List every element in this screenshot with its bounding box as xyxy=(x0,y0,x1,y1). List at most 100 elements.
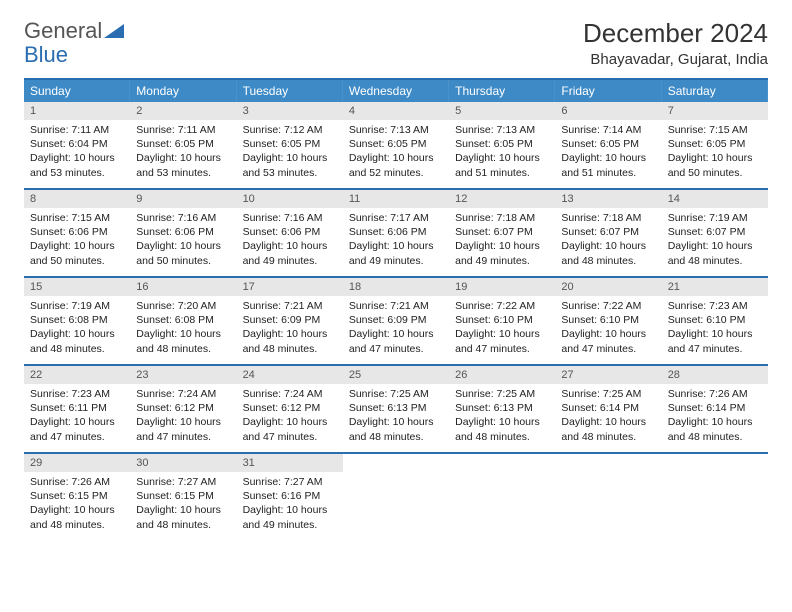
week-row: 1 Sunrise: 7:11 AM Sunset: 6:04 PM Daylight… xyxy=(24,102,768,190)
day-body: Sunrise: 7:23 AMSunset: 6:11 PMDaylight:… xyxy=(24,384,130,450)
day-number: 13 xyxy=(555,190,661,208)
sunrise-text: Sunrise: 7:25 AM xyxy=(455,387,549,401)
day-cell: 19Sunrise: 7:22 AMSunset: 6:10 PMDayligh… xyxy=(449,278,555,364)
sunset-text: Sunset: 6:05 PM xyxy=(668,137,762,151)
daylight-text: Daylight: 10 hours and 48 minutes. xyxy=(30,327,124,355)
day-number: 22 xyxy=(24,366,130,384)
day-body: Sunrise: 7:14 AMSunset: 6:05 PMDaylight:… xyxy=(555,120,661,186)
daylight-text: Daylight: 10 hours and 48 minutes. xyxy=(243,327,337,355)
daylight-text: Daylight: 10 hours and 48 minutes. xyxy=(30,503,124,531)
day-number: 21 xyxy=(662,278,768,296)
sunrise-text: Sunrise: 7:18 AM xyxy=(561,211,655,225)
sunset-text: Sunset: 6:16 PM xyxy=(243,489,337,503)
sunset-text: Sunset: 6:04 PM xyxy=(30,137,124,151)
sunset-text: Sunset: 6:05 PM xyxy=(455,137,549,151)
daylight-text: Daylight: 10 hours and 50 minutes. xyxy=(136,239,230,267)
day-cell xyxy=(555,454,661,540)
sunset-text: Sunset: 6:12 PM xyxy=(243,401,337,415)
daylight-text: Daylight: 10 hours and 48 minutes. xyxy=(349,415,443,443)
sunrise-text: Sunrise: 7:23 AM xyxy=(668,299,762,313)
sunset-text: Sunset: 6:10 PM xyxy=(668,313,762,327)
day-body: Sunrise: 7:23 AMSunset: 6:10 PMDaylight:… xyxy=(662,296,768,362)
daylight-text: Daylight: 10 hours and 47 minutes. xyxy=(561,327,655,355)
day-header: Monday xyxy=(130,80,236,102)
logo: General xyxy=(24,18,126,44)
day-header: Saturday xyxy=(662,80,768,102)
day-cell: 3Sunrise: 7:12 AMSunset: 6:05 PMDaylight… xyxy=(237,102,343,188)
logo-sail-icon xyxy=(104,22,126,40)
sunrise-text: Sunrise: 7:16 AM xyxy=(136,211,230,225)
day-cell: 25Sunrise: 7:25 AMSunset: 6:13 PMDayligh… xyxy=(343,366,449,452)
sunrise-text: Sunrise: 7:25 AM xyxy=(561,387,655,401)
day-header: Wednesday xyxy=(343,80,449,102)
day-body: Sunrise: 7:25 AMSunset: 6:13 PMDaylight:… xyxy=(343,384,449,450)
day-body: Sunrise: 7:25 AMSunset: 6:14 PMDaylight:… xyxy=(555,384,661,450)
sunrise-text: Sunrise: 7:26 AM xyxy=(30,475,124,489)
day-number: 15 xyxy=(24,278,130,296)
day-cell: 31Sunrise: 7:27 AMSunset: 6:16 PMDayligh… xyxy=(237,454,343,540)
day-cell: 4Sunrise: 7:13 AMSunset: 6:05 PMDaylight… xyxy=(343,102,449,188)
week-row: 29Sunrise: 7:26 AMSunset: 6:15 PMDayligh… xyxy=(24,454,768,540)
sunrise-text: Sunrise: 7:24 AM xyxy=(136,387,230,401)
daylight-text: Daylight: 10 hours and 49 minutes. xyxy=(243,239,337,267)
sunset-text: Sunset: 6:13 PM xyxy=(349,401,443,415)
day-number: 26 xyxy=(449,366,555,384)
day-header: Friday xyxy=(555,80,661,102)
daylight-text: Daylight: 10 hours and 47 minutes. xyxy=(455,327,549,355)
sunset-text: Sunset: 6:07 PM xyxy=(561,225,655,239)
daylight-text: Daylight: 10 hours and 48 minutes. xyxy=(561,239,655,267)
daylight-text: Daylight: 10 hours and 53 minutes. xyxy=(136,151,230,179)
day-cell: 1Sunrise: 7:11 AMSunset: 6:04 PMDaylight… xyxy=(24,102,130,188)
day-cell: 30Sunrise: 7:27 AMSunset: 6:15 PMDayligh… xyxy=(130,454,236,540)
day-cell: 22Sunrise: 7:23 AMSunset: 6:11 PMDayligh… xyxy=(24,366,130,452)
day-number: 8 xyxy=(24,190,130,208)
day-number: 14 xyxy=(662,190,768,208)
day-cell: 29Sunrise: 7:26 AMSunset: 6:15 PMDayligh… xyxy=(24,454,130,540)
day-body: Sunrise: 7:20 AMSunset: 6:08 PMDaylight:… xyxy=(130,296,236,362)
sunrise-text: Sunrise: 7:13 AM xyxy=(349,123,443,137)
sunrise-text: Sunrise: 7:11 AM xyxy=(136,123,230,137)
daylight-text: Daylight: 10 hours and 48 minutes. xyxy=(136,503,230,531)
daylight-text: Daylight: 10 hours and 49 minutes. xyxy=(455,239,549,267)
daylight-text: Daylight: 10 hours and 48 minutes. xyxy=(455,415,549,443)
sunrise-text: Sunrise: 7:15 AM xyxy=(668,123,762,137)
day-body: Sunrise: 7:19 AMSunset: 6:07 PMDaylight:… xyxy=(662,208,768,274)
day-body: Sunrise: 7:24 AMSunset: 6:12 PMDaylight:… xyxy=(130,384,236,450)
day-number: 25 xyxy=(343,366,449,384)
day-number: 1 xyxy=(24,102,130,120)
day-body: Sunrise: 7:26 AMSunset: 6:14 PMDaylight:… xyxy=(662,384,768,450)
day-number: 10 xyxy=(237,190,343,208)
day-body: Sunrise: 7:27 AMSunset: 6:15 PMDaylight:… xyxy=(130,472,236,538)
sunrise-text: Sunrise: 7:16 AM xyxy=(243,211,337,225)
day-body: Sunrise: 7:16 AMSunset: 6:06 PMDaylight:… xyxy=(130,208,236,274)
day-cell xyxy=(343,454,449,540)
day-body: Sunrise: 7:13 AMSunset: 6:05 PMDaylight:… xyxy=(343,120,449,186)
day-number: 29 xyxy=(24,454,130,472)
day-body: Sunrise: 7:27 AMSunset: 6:16 PMDaylight:… xyxy=(237,472,343,538)
day-cell xyxy=(449,454,555,540)
sunrise-text: Sunrise: 7:25 AM xyxy=(349,387,443,401)
daylight-text: Daylight: 10 hours and 48 minutes. xyxy=(136,327,230,355)
day-number: 3 xyxy=(237,102,343,120)
week-row: 22Sunrise: 7:23 AMSunset: 6:11 PMDayligh… xyxy=(24,366,768,454)
day-cell: 26Sunrise: 7:25 AMSunset: 6:13 PMDayligh… xyxy=(449,366,555,452)
day-body: Sunrise: 7:18 AMSunset: 6:07 PMDaylight:… xyxy=(449,208,555,274)
sunset-text: Sunset: 6:06 PM xyxy=(30,225,124,239)
day-body: Sunrise: 7:19 AMSunset: 6:08 PMDaylight:… xyxy=(24,296,130,362)
day-cell: 9Sunrise: 7:16 AMSunset: 6:06 PMDaylight… xyxy=(130,190,236,276)
day-body: Sunrise: 7:22 AMSunset: 6:10 PMDaylight:… xyxy=(555,296,661,362)
sunset-text: Sunset: 6:11 PM xyxy=(30,401,124,415)
daylight-text: Daylight: 10 hours and 47 minutes. xyxy=(668,327,762,355)
day-cell: 10Sunrise: 7:16 AMSunset: 6:06 PMDayligh… xyxy=(237,190,343,276)
day-cell: 7Sunrise: 7:15 AMSunset: 6:05 PMDaylight… xyxy=(662,102,768,188)
week-row: 8Sunrise: 7:15 AMSunset: 6:06 PMDaylight… xyxy=(24,190,768,278)
daylight-text: Daylight: 10 hours and 47 minutes. xyxy=(30,415,124,443)
daylight-text: Daylight: 10 hours and 47 minutes. xyxy=(136,415,230,443)
day-cell: 28Sunrise: 7:26 AMSunset: 6:14 PMDayligh… xyxy=(662,366,768,452)
day-body: Sunrise: 7:13 AMSunset: 6:05 PMDaylight:… xyxy=(449,120,555,186)
sunrise-text: Sunrise: 7:17 AM xyxy=(349,211,443,225)
sunrise-text: Sunrise: 7:23 AM xyxy=(30,387,124,401)
day-cell xyxy=(662,454,768,540)
daylight-text: Daylight: 10 hours and 53 minutes. xyxy=(243,151,337,179)
day-cell: 11Sunrise: 7:17 AMSunset: 6:06 PMDayligh… xyxy=(343,190,449,276)
